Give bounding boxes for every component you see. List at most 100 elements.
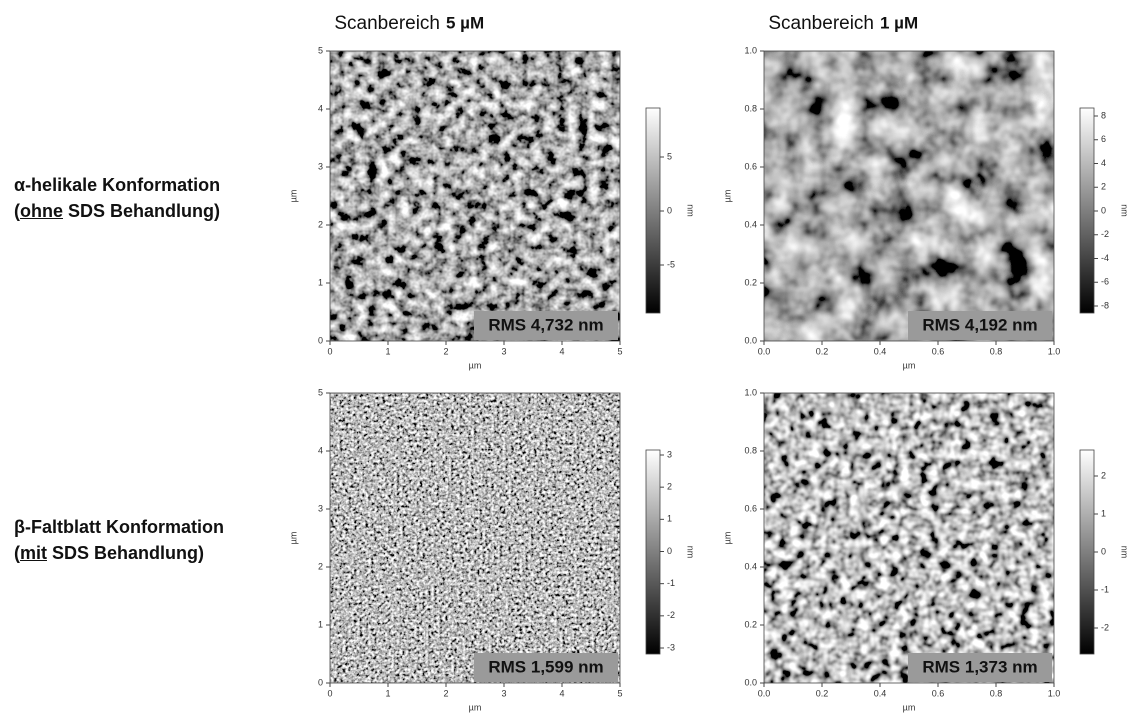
y-tick-label: 0 bbox=[318, 335, 323, 345]
y-tick-label: 3 bbox=[318, 161, 323, 171]
colorbar-tick-label: -8 bbox=[1101, 300, 1109, 310]
x-tick-label: 0.2 bbox=[816, 688, 829, 698]
x-axis-label: µm bbox=[469, 360, 482, 370]
colorbar-unit: nm bbox=[1120, 546, 1130, 559]
y-tick-label: 1 bbox=[318, 277, 323, 287]
colorbar-tick-label: 8 bbox=[1101, 110, 1106, 120]
colorbar-tick-label: -2 bbox=[667, 610, 675, 620]
colorbar-unit: nm bbox=[686, 546, 696, 559]
row-label: α-helikale Konformation (ohne SDS Behand… bbox=[14, 172, 220, 224]
colorbar-tick-label: 0 bbox=[1101, 546, 1106, 556]
y-tick-label: 0.8 bbox=[744, 103, 757, 113]
colorbar-tick-label: -5 bbox=[667, 259, 675, 269]
y-tick-label: 4 bbox=[318, 103, 323, 113]
colorbar-tick-label: -4 bbox=[1101, 253, 1109, 263]
y-tick-label: 5 bbox=[318, 387, 323, 397]
column-header-bold: 1 µM bbox=[880, 13, 918, 32]
rms-box bbox=[474, 311, 618, 340]
rms-box bbox=[908, 311, 1052, 340]
image-frame bbox=[329, 50, 621, 342]
x-tick-label: 1.0 bbox=[1048, 688, 1061, 698]
rms-label: RMS 1,373 nm bbox=[922, 657, 1037, 676]
y-tick-label: 0 bbox=[318, 677, 323, 687]
rms-box bbox=[908, 653, 1052, 682]
text: SDS Behandlung) bbox=[52, 543, 205, 563]
colorbar-unit: nm bbox=[686, 204, 696, 217]
colorbar-tick-label: 6 bbox=[1101, 134, 1106, 144]
colorbar-tick-label: 2 bbox=[1101, 470, 1106, 480]
y-tick-label: 2 bbox=[318, 219, 323, 229]
y-tick-label: 0.4 bbox=[744, 561, 757, 571]
colorbar-tick-label: -2 bbox=[1101, 622, 1109, 632]
colorbar-unit: nm bbox=[1120, 204, 1130, 217]
x-tick-label: 0.4 bbox=[874, 688, 887, 698]
x-tick-label: 2 bbox=[443, 346, 448, 356]
colorbar-tick-label: 4 bbox=[1101, 158, 1106, 168]
colorbar-tick-label: -1 bbox=[667, 578, 675, 588]
colorbar bbox=[1079, 449, 1095, 655]
x-tick-label: 0.8 bbox=[990, 688, 1003, 698]
colorbar-tick-label: 2 bbox=[667, 482, 672, 492]
underlined-text: mit bbox=[20, 543, 47, 563]
y-axis-label: µm bbox=[722, 532, 732, 545]
colorbar-tick-label: 1 bbox=[667, 514, 672, 524]
colorbar bbox=[645, 107, 661, 314]
y-tick-label: 4 bbox=[318, 445, 323, 455]
afm-image bbox=[764, 51, 1054, 341]
rms-label: RMS 1,599 nm bbox=[488, 657, 603, 676]
column-header-bold: 5 µM bbox=[446, 13, 484, 32]
image-frame bbox=[763, 392, 1055, 684]
underlined-text: ohne bbox=[20, 201, 63, 221]
colorbar-tick-label: 0 bbox=[1101, 205, 1106, 215]
colorbar-tick-label: 2 bbox=[1101, 182, 1106, 192]
y-tick-label: 0.0 bbox=[744, 677, 757, 687]
colorbar-tick-label: -2 bbox=[1101, 229, 1109, 239]
y-tick-label: 1.0 bbox=[744, 45, 757, 55]
x-tick-label: 0 bbox=[327, 688, 332, 698]
afm-image bbox=[764, 393, 1054, 683]
y-tick-label: 3 bbox=[318, 503, 323, 513]
x-tick-label: 0.6 bbox=[932, 346, 945, 356]
y-tick-label: 0.6 bbox=[744, 503, 757, 513]
column-header: Scanbereich bbox=[768, 13, 874, 34]
colorbar-tick-label: 0 bbox=[667, 205, 672, 215]
x-axis-label: µm bbox=[903, 360, 916, 370]
y-axis-label: µm bbox=[288, 190, 298, 203]
text: SDS Behandlung) bbox=[68, 201, 221, 221]
rms-label: RMS 4,192 nm bbox=[922, 315, 1037, 334]
x-tick-label: 0.4 bbox=[874, 346, 887, 356]
x-tick-label: 0.6 bbox=[932, 688, 945, 698]
y-tick-label: 0.8 bbox=[744, 445, 757, 455]
x-tick-label: 0.0 bbox=[758, 688, 771, 698]
x-tick-label: 4 bbox=[559, 346, 564, 356]
colorbar-tick-label: 0 bbox=[667, 546, 672, 556]
colorbar bbox=[1079, 107, 1095, 314]
colorbar-tick-label: -3 bbox=[667, 642, 675, 652]
rms-box bbox=[474, 653, 618, 682]
y-tick-label: 5 bbox=[318, 45, 323, 55]
text: ( bbox=[14, 543, 20, 563]
row-label-line: (mit SDS Behandlung) bbox=[14, 540, 224, 566]
afm-image bbox=[330, 51, 620, 341]
colorbar-tick-label: 3 bbox=[667, 449, 672, 459]
y-axis-label: µm bbox=[288, 532, 298, 545]
y-tick-label: 0.4 bbox=[744, 219, 757, 229]
x-tick-label: 5 bbox=[617, 688, 622, 698]
x-tick-label: 2 bbox=[443, 688, 448, 698]
image-frame bbox=[329, 392, 621, 684]
x-tick-label: 1 bbox=[385, 346, 390, 356]
x-tick-label: 0.8 bbox=[990, 346, 1003, 356]
x-tick-label: 1.0 bbox=[1048, 346, 1061, 356]
row-label-line: α-helikale Konformation bbox=[14, 175, 221, 195]
y-axis-label: µm bbox=[722, 190, 732, 203]
y-tick-label: 0.6 bbox=[744, 161, 757, 171]
x-tick-label: 0.0 bbox=[758, 346, 771, 356]
row-label-line: (ohne SDS Behandlung) bbox=[14, 198, 220, 224]
row-label-line: β-Faltblatt Konformation bbox=[14, 517, 224, 537]
y-tick-label: 1.0 bbox=[744, 387, 757, 397]
x-tick-label: 0 bbox=[327, 346, 332, 356]
x-axis-label: µm bbox=[903, 702, 916, 712]
colorbar-tick-label: 5 bbox=[667, 151, 672, 161]
x-tick-label: 3 bbox=[501, 346, 506, 356]
